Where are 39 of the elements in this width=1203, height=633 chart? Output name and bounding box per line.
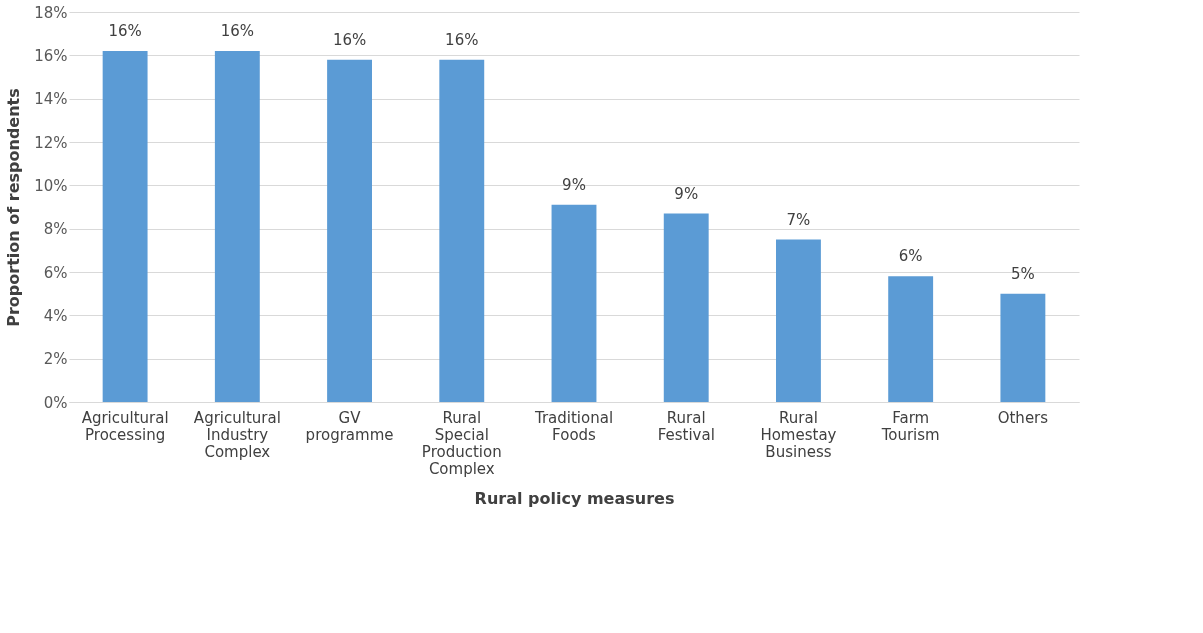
- data-label: 9%: [562, 175, 586, 194]
- bar: [214, 51, 260, 402]
- bar: [776, 239, 821, 402]
- x-tick-label: Agricultural Industry Complex: [193, 408, 281, 461]
- data-label: 16%: [445, 30, 479, 49]
- data-label: 16%: [332, 30, 367, 49]
- y-tick-label: 18%: [34, 3, 68, 22]
- y-tick-label: 0%: [43, 393, 68, 412]
- bar: [327, 59, 372, 402]
- y-tick-label: 10%: [34, 176, 68, 195]
- bar: [663, 213, 709, 402]
- data-label: 9%: [674, 184, 699, 203]
- y-tick-label: 14%: [34, 90, 68, 109]
- x-tick-label: Agricultural Processing: [81, 408, 169, 444]
- x-tick-label: Traditional Foods: [533, 408, 614, 444]
- x-tick-label: Others: [997, 408, 1049, 427]
- data-label: 6%: [898, 247, 923, 266]
- y-tick-label: 16%: [34, 46, 68, 65]
- y-axis-title: Proportion of respondents: [4, 88, 24, 327]
- y-tick-label: 4%: [43, 306, 68, 325]
- y-tick-label: 8%: [43, 220, 68, 239]
- bar: [888, 276, 934, 402]
- data-label: 16%: [108, 22, 142, 40]
- y-tick-label: 12%: [34, 133, 68, 152]
- y-tick-label: 6%: [43, 263, 68, 282]
- x-axis-title: Rural policy measures: [474, 488, 675, 508]
- data-label: 16%: [220, 22, 255, 40]
- x-tick-label: GV programme: [305, 408, 394, 444]
- data-label: 7%: [786, 210, 811, 229]
- bar: [439, 59, 485, 402]
- x-tick-label: Farm Tourism: [880, 408, 940, 444]
- bar: [551, 204, 597, 402]
- x-tick-label: Rural Homestay Business: [760, 408, 837, 461]
- x-tick-label: Rural Festival: [657, 408, 715, 444]
- y-tick-label: 2%: [43, 350, 68, 369]
- bar: [1000, 293, 1046, 402]
- data-label: 5%: [1010, 264, 1035, 283]
- x-tick-label: Rural Special Production Complex: [421, 408, 502, 478]
- bar: [102, 51, 148, 402]
